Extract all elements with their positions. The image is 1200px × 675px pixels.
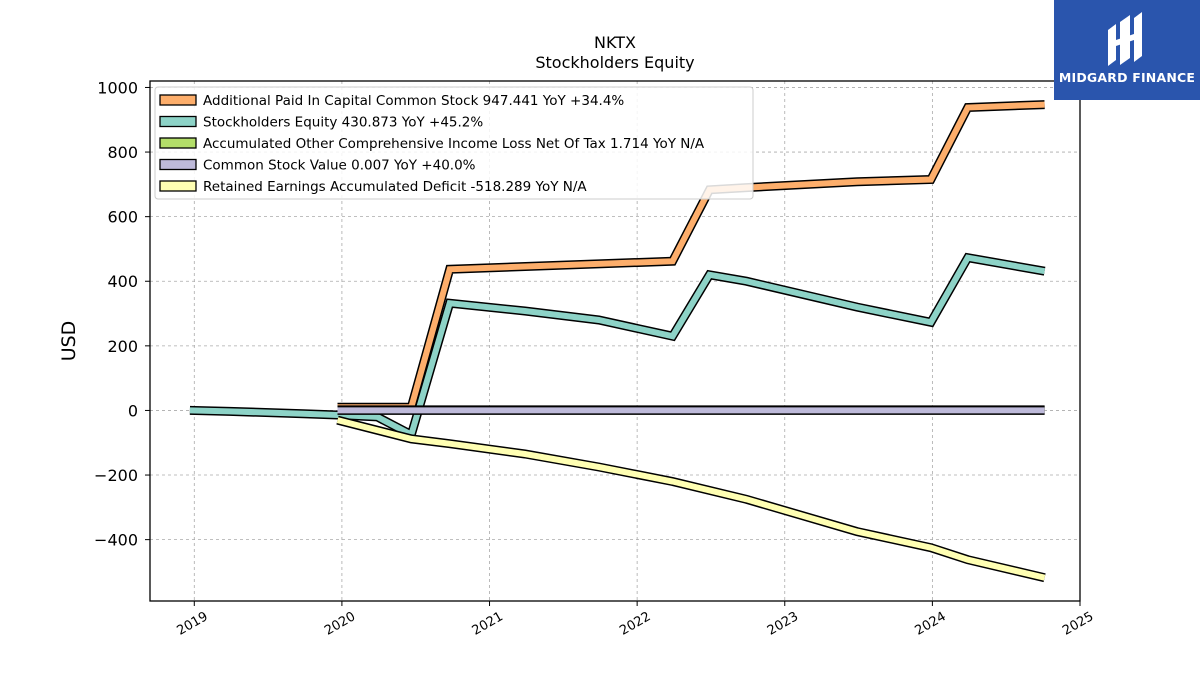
legend-item: Additional Paid In Capital Common Stock …	[159, 93, 624, 109]
legend-item: Stockholders Equity 430.873 YoY +45.2%	[159, 115, 483, 131]
legend-label: Common Stock Value 0.007 YoY +40.0%	[203, 158, 476, 174]
x-tick-label: 2020	[322, 609, 358, 639]
legend-item: Retained Earnings Accumulated Deficit -5…	[159, 179, 587, 195]
series-stroke	[336, 417, 1046, 581]
series-lines	[189, 100, 1046, 583]
legend-box	[154, 86, 754, 200]
y-tick-label: 800	[107, 143, 138, 162]
y-tick-label: 600	[107, 208, 138, 227]
y-tick-label: −400	[94, 531, 138, 550]
plot-frame	[149, 80, 1081, 602]
series-line-4	[336, 415, 1046, 583]
x-tick-label: 2024	[913, 609, 949, 639]
logo-text: MIDGARD FINANCE	[1058, 70, 1196, 85]
legend-item: Accumulated Other Comprehensive Income L…	[159, 136, 705, 152]
x-tick-label: 2022	[617, 609, 653, 639]
chart-subtitle: Stockholders Equity	[535, 53, 694, 72]
y-tick-label: 0	[128, 401, 138, 420]
y-tick-label: 1000	[97, 78, 138, 97]
legend-swatch	[159, 115, 197, 128]
y-tick-label: 200	[107, 337, 138, 356]
legend-label: Stockholders Equity 430.873 YoY +45.2%	[203, 115, 483, 131]
legend-label: Retained Earnings Accumulated Deficit -5…	[203, 179, 587, 195]
legend-swatch	[159, 180, 197, 192]
legend-label: Accumulated Other Comprehensive Income L…	[203, 136, 705, 152]
legend-swatch	[159, 137, 197, 149]
y-tick-label: 400	[107, 272, 138, 291]
legend-swatch	[159, 94, 197, 106]
x-tick-label: 2025	[1060, 609, 1096, 639]
logo-mark-icon	[1108, 12, 1142, 66]
x-axis-ticks: 2019 2020 2021 2022 2023 2024 2025	[174, 601, 1096, 639]
legend-label: Additional Paid In Capital Common Stock …	[203, 93, 624, 109]
midgard-finance-logo: MIDGARD FINANCE	[1054, 0, 1200, 100]
series-line-1	[189, 252, 1046, 442]
legend-swatch	[159, 158, 197, 171]
legend: Additional Paid In Capital Common Stock …	[154, 86, 754, 200]
legend-item: Common Stock Value 0.007 YoY +40.0%	[159, 158, 476, 174]
x-tick-label: 2021	[470, 609, 506, 639]
x-tick-label: 2023	[765, 609, 801, 639]
y-axis-ticks: 1000 800 600 400 200 0 −200 −400	[94, 78, 150, 550]
x-tick-label: 2019	[174, 609, 210, 639]
chart-title: NKTX	[594, 33, 636, 52]
y-tick-label: −200	[94, 466, 138, 485]
series-stroke	[189, 254, 1046, 440]
y-axis-label: USD	[58, 321, 80, 362]
